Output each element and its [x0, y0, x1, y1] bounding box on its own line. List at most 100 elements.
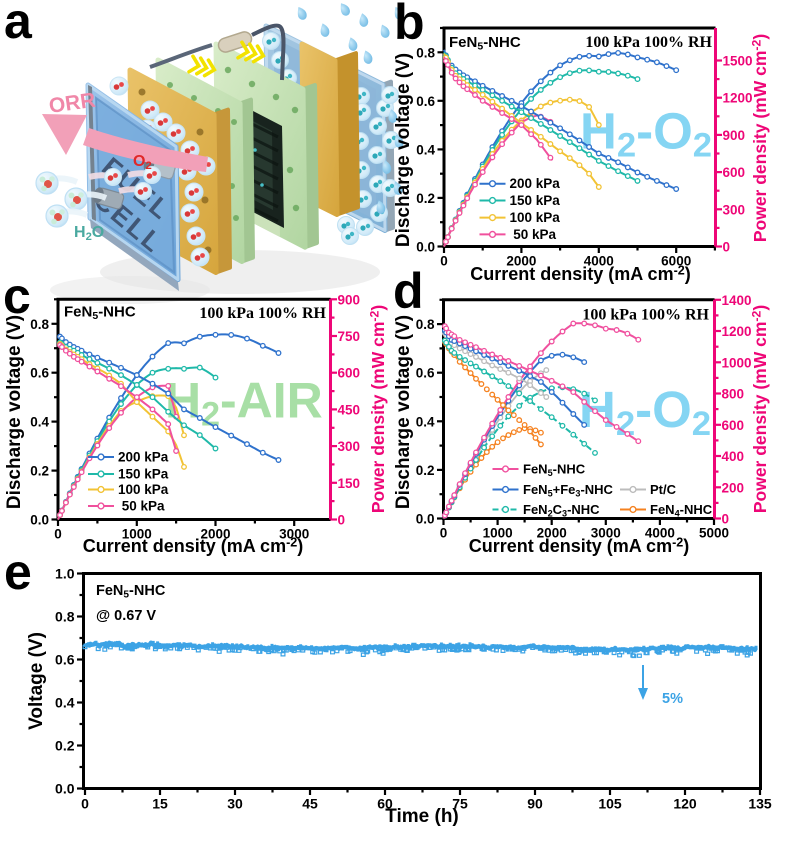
svg-text:900: 900: [723, 128, 746, 143]
svg-text:4000: 4000: [645, 526, 675, 541]
svg-text:5%: 5%: [662, 691, 683, 707]
svg-text:0: 0: [81, 796, 89, 812]
svg-text:200 kPa: 200 kPa: [510, 176, 561, 191]
svg-text:0.0: 0.0: [30, 513, 49, 528]
svg-text:150: 150: [338, 476, 361, 491]
svg-text:135: 135: [748, 796, 772, 812]
svg-text:Time (h): Time (h): [385, 806, 459, 827]
svg-text:c: c: [3, 268, 31, 324]
svg-text:0.2: 0.2: [30, 464, 49, 479]
svg-text:2000: 2000: [506, 254, 536, 269]
svg-text:300: 300: [338, 439, 361, 454]
svg-text:100 kPa 100% RH: 100 kPa 100% RH: [199, 305, 326, 322]
svg-text:1000: 1000: [122, 527, 152, 542]
svg-text:600: 600: [723, 165, 746, 180]
svg-text:0.0: 0.0: [416, 512, 435, 527]
svg-text:100 kPa: 100 kPa: [118, 482, 169, 497]
svg-text:800: 800: [722, 387, 745, 402]
svg-text:Current density (mA cm-2): Current density (mA cm-2): [470, 264, 691, 285]
svg-text:0: 0: [440, 254, 448, 269]
svg-text:5000: 5000: [699, 526, 729, 541]
svg-text:200: 200: [722, 480, 745, 495]
svg-text:Voltage (V): Voltage (V): [26, 632, 47, 730]
svg-text:0: 0: [54, 527, 62, 542]
svg-text:300: 300: [723, 202, 746, 217]
svg-text:100 kPa 100% RH: 100 kPa 100% RH: [582, 307, 709, 324]
svg-text:0.4: 0.4: [416, 414, 435, 429]
svg-text:0: 0: [722, 512, 730, 527]
svg-text:0.4: 0.4: [55, 695, 75, 711]
svg-text:0: 0: [723, 240, 731, 255]
svg-text:150 kPa: 150 kPa: [510, 193, 561, 208]
svg-text:H2-AIR: H2-AIR: [165, 373, 323, 434]
svg-text:1200: 1200: [722, 324, 752, 339]
svg-text:0.0: 0.0: [55, 781, 75, 797]
svg-text:100 kPa 100% RH: 100 kPa 100% RH: [585, 34, 712, 51]
svg-text:Current density (mA cm-2): Current density (mA cm-2): [83, 536, 304, 557]
svg-text:1500: 1500: [723, 54, 753, 69]
svg-text:@ 0.67 V: @ 0.67 V: [96, 608, 156, 624]
svg-text:0.8: 0.8: [416, 317, 435, 332]
svg-text:1400: 1400: [722, 293, 752, 308]
svg-text:30: 30: [227, 796, 243, 812]
svg-text:0.8: 0.8: [30, 317, 49, 332]
svg-text:0.2: 0.2: [416, 191, 435, 206]
svg-text:600: 600: [722, 418, 745, 433]
svg-text:1.0: 1.0: [55, 566, 75, 582]
svg-text:15: 15: [152, 796, 168, 812]
svg-text:50 kPa: 50 kPa: [118, 499, 165, 514]
svg-text:0.8: 0.8: [55, 609, 75, 625]
svg-text:H2-O2: H2-O2: [580, 103, 712, 165]
svg-text:0.6: 0.6: [55, 652, 75, 668]
svg-text:90: 90: [527, 796, 543, 812]
svg-text:FeN5-NHC: FeN5-NHC: [449, 34, 521, 53]
svg-text:e: e: [4, 544, 32, 600]
svg-text:1000: 1000: [722, 355, 752, 370]
svg-text:b: b: [394, 0, 425, 50]
svg-text:Pt/C: Pt/C: [650, 482, 677, 497]
svg-text:2000: 2000: [537, 526, 567, 541]
svg-text:0.6: 0.6: [416, 94, 435, 109]
svg-text:120: 120: [673, 796, 697, 812]
svg-text:1000: 1000: [483, 526, 513, 541]
svg-text:4000: 4000: [584, 254, 614, 269]
svg-text:0.8: 0.8: [416, 45, 435, 60]
svg-text:Current density (mA cm-2): Current density (mA cm-2): [469, 536, 690, 557]
svg-text:45: 45: [302, 796, 318, 812]
svg-text:Discharge voltage (V): Discharge voltage (V): [4, 315, 25, 509]
svg-text:Power density (mW cm-2): Power density (mW cm-2): [750, 305, 771, 513]
svg-text:FeN4-NHC: FeN4-NHC: [650, 502, 713, 518]
svg-text:75: 75: [452, 796, 468, 812]
svg-text:0.2: 0.2: [416, 463, 435, 478]
svg-text:3000: 3000: [279, 527, 309, 542]
svg-text:0.4: 0.4: [30, 415, 49, 430]
svg-text:60: 60: [377, 796, 393, 812]
svg-text:0.6: 0.6: [416, 366, 435, 381]
svg-text:0.4: 0.4: [416, 142, 435, 157]
svg-text:H2O: H2O: [74, 224, 104, 243]
svg-text:Power density (mW cm-2): Power density (mW cm-2): [368, 305, 389, 513]
svg-text:50 kPa: 50 kPa: [510, 227, 557, 242]
svg-text:a: a: [4, 0, 33, 49]
svg-text:3000: 3000: [591, 526, 621, 541]
svg-text:FeN5-NHC: FeN5-NHC: [96, 583, 166, 601]
svg-text:Discharge voltage (V): Discharge voltage (V): [393, 315, 414, 509]
svg-text:1200: 1200: [723, 91, 753, 106]
svg-text:H2-O2: H2-O2: [579, 381, 711, 443]
svg-text:200 kPa: 200 kPa: [118, 450, 169, 465]
svg-text:FeN5-NHC: FeN5-NHC: [64, 304, 136, 323]
svg-text:750: 750: [338, 329, 361, 344]
svg-text:150 kPa: 150 kPa: [118, 467, 169, 482]
svg-text:105: 105: [598, 796, 622, 812]
svg-text:100 kPa: 100 kPa: [510, 210, 561, 225]
svg-text:6000: 6000: [661, 254, 691, 269]
svg-text:450: 450: [338, 402, 361, 417]
svg-text:900: 900: [338, 292, 361, 307]
svg-text:Power density (mW cm-2): Power density (mW cm-2): [750, 34, 771, 242]
svg-text:d: d: [393, 263, 424, 319]
svg-text:FeN2C3-NHC: FeN2C3-NHC: [523, 502, 600, 518]
svg-text:0.0: 0.0: [416, 240, 435, 255]
svg-text:Discharge voltage (V): Discharge voltage (V): [393, 53, 414, 247]
svg-text:0.6: 0.6: [30, 366, 49, 381]
svg-text:600: 600: [338, 366, 361, 381]
